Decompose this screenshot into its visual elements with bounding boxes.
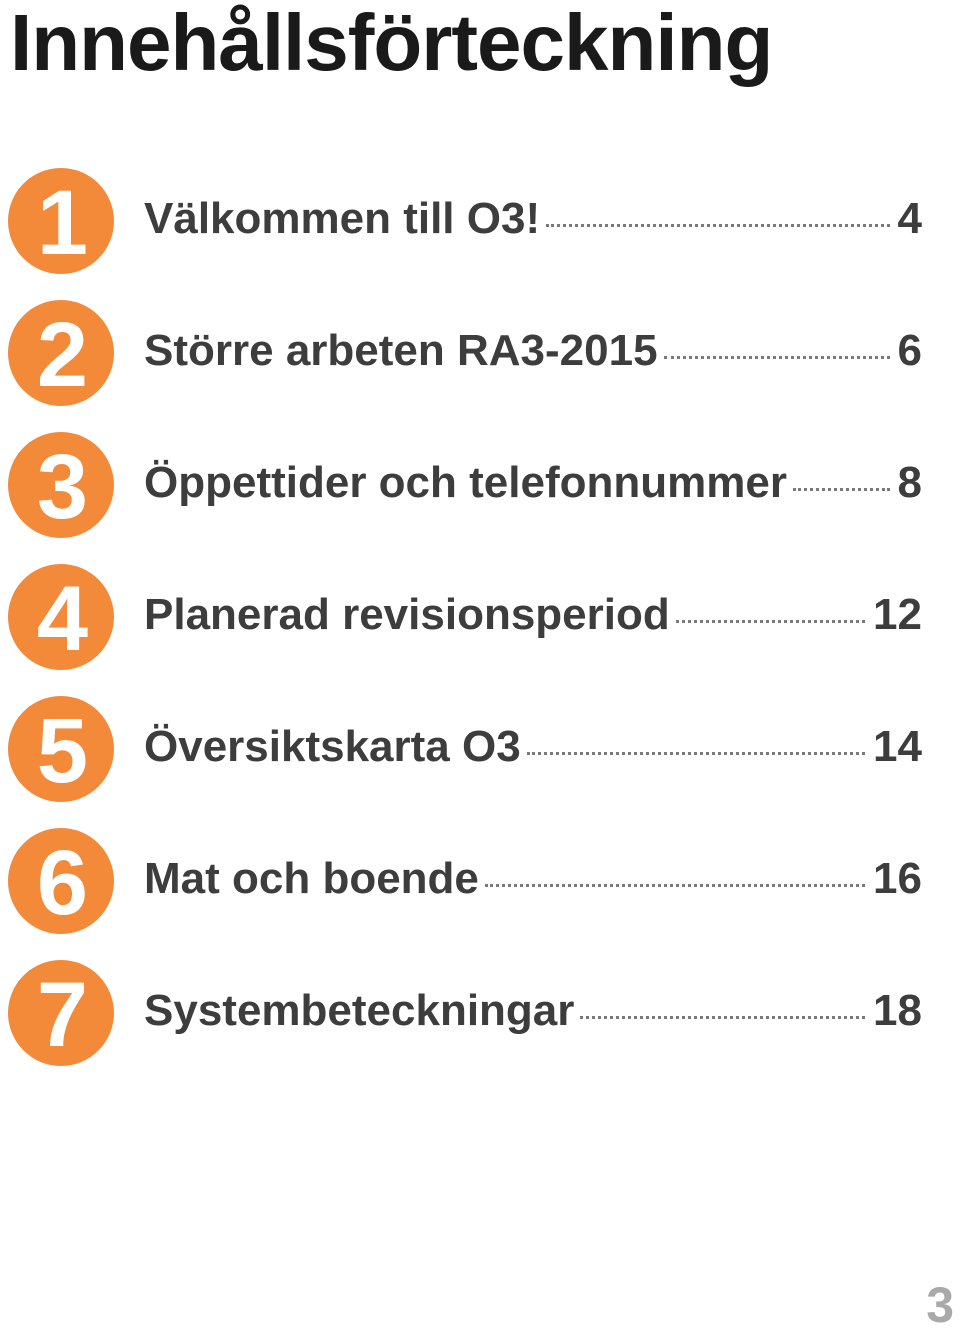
toc-entry-page: 12	[873, 590, 922, 639]
toc-entry-overview-map[interactable]: 5 Översiktskarta O3 14	[0, 694, 960, 804]
chapter-number: 2	[36, 304, 88, 406]
dot-leader	[580, 1016, 866, 1019]
chapter-badge: 2	[8, 300, 114, 406]
dot-leader	[792, 488, 890, 491]
toc-entry-title: Välkommen till O3!	[144, 194, 541, 243]
toc-entry-system-designations[interactable]: 7 Systembeteckningar 18	[0, 958, 960, 1068]
page-title: Innehållsförteckning	[10, 0, 773, 87]
toc-entry-title: Planerad revisionsperiod	[144, 590, 670, 639]
chapter-number: 6	[36, 832, 88, 934]
chapter-badge: 6	[8, 828, 114, 934]
dot-leader	[484, 884, 866, 887]
toc-entry-major-works[interactable]: 2 Större arbeten RA3-2015 6	[0, 298, 960, 408]
toc-line: Välkommen till O3! 4	[144, 188, 922, 250]
chapter-badge: 3	[8, 432, 114, 538]
toc-entry-page: 8	[897, 458, 922, 507]
page-number: 3	[926, 1277, 954, 1333]
toc-line: Planerad revisionsperiod 12	[144, 584, 922, 646]
toc-line: Öppettider och telefonnummer 8	[144, 452, 922, 514]
chapter-number: 1	[36, 172, 88, 274]
dot-leader	[675, 620, 866, 623]
dot-leader	[663, 356, 890, 359]
chapter-number: 7	[36, 964, 88, 1066]
toc-line: Systembeteckningar 18	[144, 980, 922, 1042]
toc-entry-title: Mat och boende	[144, 854, 479, 903]
toc-entry-page: 14	[873, 722, 922, 771]
toc-entry-page: 4	[897, 194, 922, 243]
toc-entry-title: Översiktskarta O3	[144, 722, 521, 771]
toc-line: Mat och boende 16	[144, 848, 922, 910]
toc-entry-opening-hours[interactable]: 3 Öppettider och telefonnummer 8	[0, 430, 960, 540]
toc-entry-food-lodging[interactable]: 6 Mat och boende 16	[0, 826, 960, 936]
chapter-number: 3	[36, 436, 88, 538]
dot-leader	[526, 752, 866, 755]
toc-line: Översiktskarta O3 14	[144, 716, 922, 778]
toc-entry-title: Större arbeten RA3-2015	[144, 326, 658, 375]
toc-entry-title: Systembeteckningar	[144, 986, 575, 1035]
chapter-badge: 5	[8, 696, 114, 802]
toc-entry-welcome[interactable]: 1 Välkommen till O3! 4	[0, 166, 960, 276]
toc-entry-page: 16	[873, 854, 922, 903]
toc-entry-page: 6	[897, 326, 922, 375]
chapter-number: 5	[36, 700, 88, 802]
toc-entry-page: 18	[873, 986, 922, 1035]
toc-entry-title: Öppettider och telefonnummer	[144, 458, 787, 507]
chapter-badge: 1	[8, 168, 114, 274]
toc-entry-revision-period[interactable]: 4 Planerad revisionsperiod 12	[0, 562, 960, 672]
toc-line: Större arbeten RA3-2015 6	[144, 320, 922, 382]
chapter-badge: 4	[8, 564, 114, 670]
dot-leader	[546, 224, 890, 227]
chapter-badge: 7	[8, 960, 114, 1066]
chapter-number: 4	[36, 568, 88, 670]
